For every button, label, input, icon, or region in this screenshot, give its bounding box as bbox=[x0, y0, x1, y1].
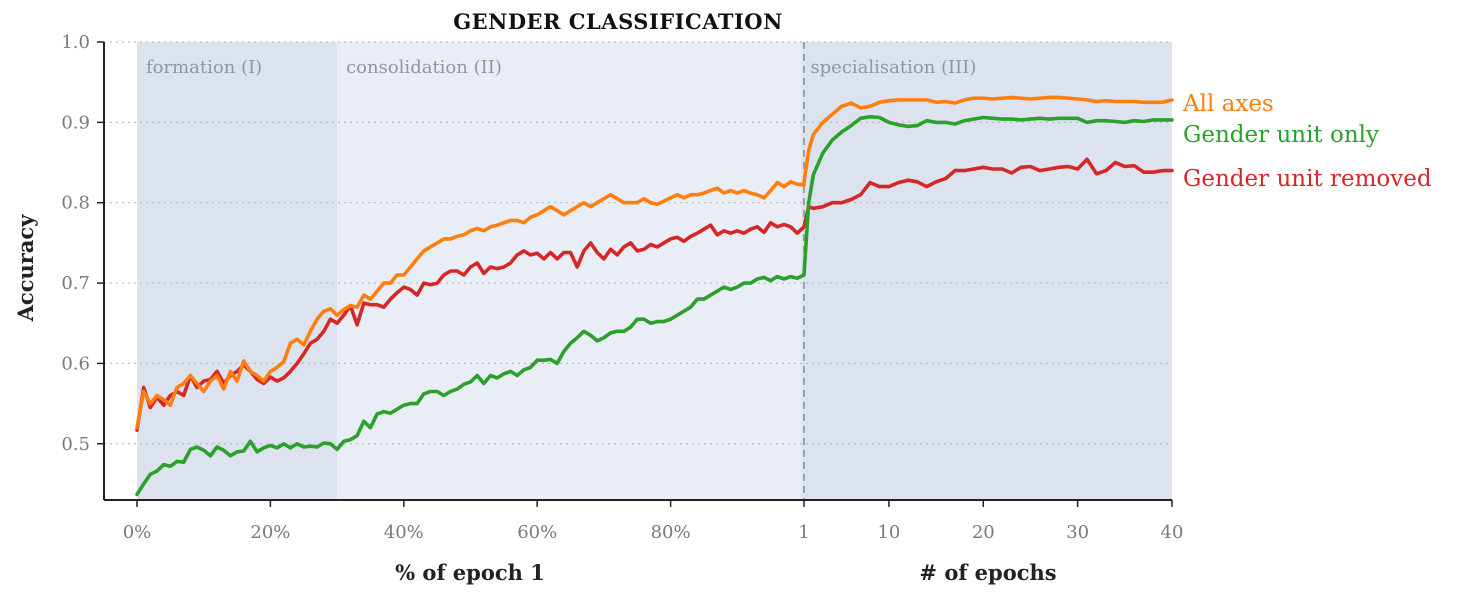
y-tick-label: 0.9 bbox=[61, 112, 90, 133]
phase-label-3: specialisation (III) bbox=[810, 57, 976, 78]
series-lines bbox=[135, 95, 1174, 497]
x-tick-label-left: 20% bbox=[250, 522, 290, 543]
phase-band-3 bbox=[801, 42, 1172, 500]
phase-backgrounds bbox=[137, 42, 1172, 500]
x-tick-label-right: 1 bbox=[798, 522, 809, 543]
series-line-gender-unit-removed bbox=[135, 157, 1174, 432]
x-tick-label-left: 80% bbox=[651, 522, 691, 543]
x-axis-title-left: % of epoch 1 bbox=[395, 560, 545, 585]
tick-labels: 0.5 0.6 0.7 0.8 0.9 1.0 0% 20% 40% 60% 80% 1 10 20 30 4… bbox=[61, 32, 1183, 543]
phase-label-2: consolidation (II) bbox=[346, 57, 502, 78]
y-tick-label: 0.7 bbox=[61, 273, 90, 294]
phase-band-2 bbox=[337, 42, 804, 500]
chart-title: GENDER CLASSIFICATION bbox=[453, 9, 783, 34]
series-line-all-axes bbox=[135, 95, 1174, 430]
axes bbox=[103, 42, 1172, 501]
x-tick-label-right: 30 bbox=[1066, 522, 1089, 543]
x-tick-label-right: 20 bbox=[972, 522, 995, 543]
x-tick-label-right: 40 bbox=[1161, 522, 1184, 543]
x-tick-label-left: 60% bbox=[517, 522, 557, 543]
y-tick-label: 0.5 bbox=[61, 434, 90, 455]
y-tick-label: 1.0 bbox=[61, 32, 90, 53]
x-tick-label-left: 0% bbox=[123, 522, 152, 543]
phase-label-1: formation (I) bbox=[146, 57, 262, 78]
phase-band-1 bbox=[137, 42, 338, 500]
series-labels: All axes Gender unit only Gender unit remo… bbox=[1182, 91, 1432, 192]
y-axis-title: Accuracy bbox=[13, 214, 38, 323]
series-label-gender-unit-only: Gender unit only bbox=[1183, 122, 1379, 148]
x-tick-label-left: 40% bbox=[384, 522, 424, 543]
y-tick-label: 0.8 bbox=[61, 193, 90, 214]
series-label-gender-unit-removed: Gender unit removed bbox=[1183, 166, 1432, 192]
y-tick-label: 0.6 bbox=[61, 353, 90, 374]
phase-labels: formation (I) consolidation (II) specialis… bbox=[146, 57, 976, 78]
series-label-all-axes: All axes bbox=[1182, 91, 1274, 117]
x-tick-label-right: 10 bbox=[877, 522, 900, 543]
series-line-gender-unit-only bbox=[135, 114, 1174, 497]
x-axis-title-right: # of epochs bbox=[919, 560, 1056, 585]
